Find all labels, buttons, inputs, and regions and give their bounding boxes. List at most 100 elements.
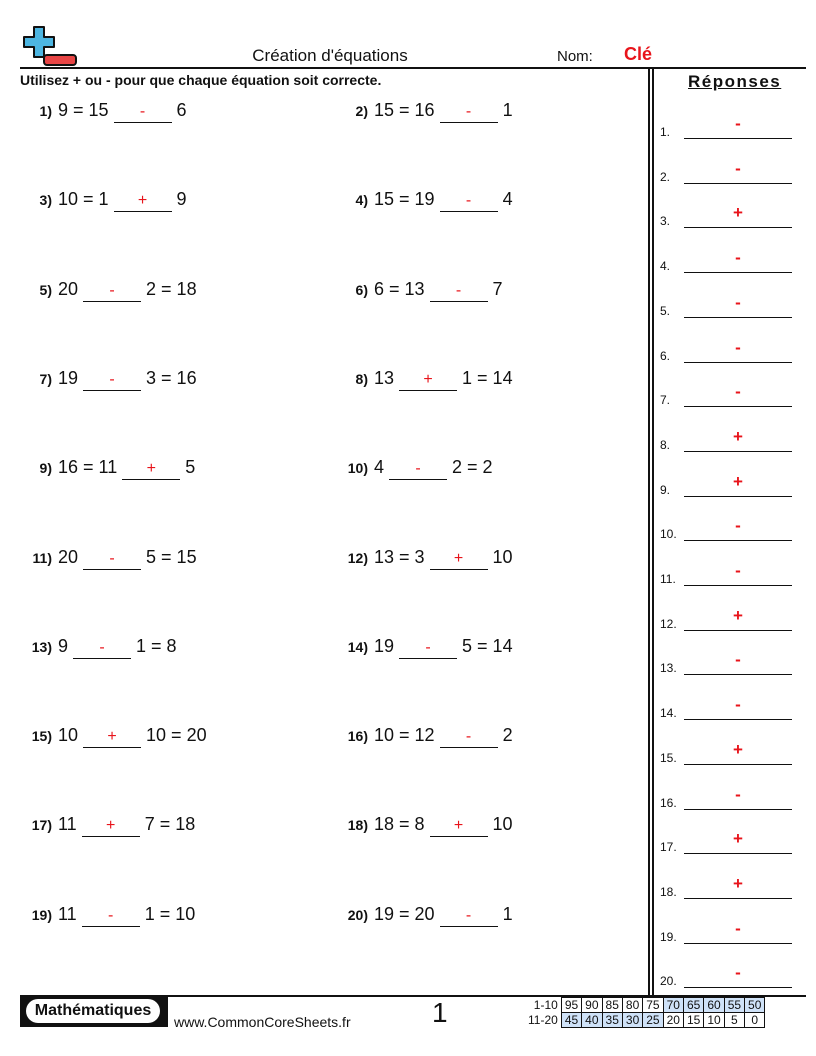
problem-number: 1) [39, 103, 52, 119]
answer-blank[interactable]: + [429, 818, 488, 838]
score-cell: 30 [621, 1012, 644, 1028]
answer-number: 20. [660, 974, 677, 989]
answer-key-item: 6. - [660, 339, 792, 363]
answer-number: 17. [660, 840, 677, 855]
problem-number: 4) [355, 192, 368, 209]
answer-key-item: 19. - [660, 920, 792, 944]
answer-blank[interactable]: - [439, 104, 498, 123]
problem-right: 10 [492, 546, 513, 567]
problem-right: 2 = 18 [146, 278, 197, 299]
problem-number: 6) [355, 281, 368, 298]
answer-key-item: 20. - [660, 964, 792, 989]
problem-left: 19 [58, 367, 79, 388]
answer-blank[interactable]: - [439, 729, 498, 749]
problem-item: 14) 19-5 = 14 [338, 636, 513, 659]
answer-number: 12. [660, 616, 677, 631]
problem-item: 13) 9-1 = 8 [22, 636, 177, 659]
problem-left: 20 [58, 546, 79, 567]
problem-item: 5) 20-2 = 18 [22, 279, 197, 302]
problem-right: 7 [492, 278, 503, 299]
problem-item: 6) 6 = 13-7 [338, 279, 503, 302]
problem-left: 15 = 19 [374, 189, 435, 210]
answer-number: 1. [660, 125, 671, 139]
problem-right: 9 [176, 189, 187, 210]
score-row: 11-20 45 40 35 30 25 20 15 10 5 0 [525, 1012, 766, 1028]
problem-item: 4) 15 = 19-4 [338, 189, 513, 213]
answer-key-item: 2. - [660, 160, 792, 184]
problem-right: 7 = 18 [144, 814, 196, 835]
problem-left: 10 [58, 725, 79, 746]
answer-number: 8. [660, 437, 671, 452]
answer-key-item: 17. + [660, 830, 792, 855]
problem-left: 10 = 1 [58, 189, 109, 210]
answer-blank[interactable]: - [439, 193, 498, 213]
answer-key-item: 3. + [660, 204, 792, 229]
answer-value: + [684, 204, 792, 229]
header-rule [20, 67, 806, 69]
answer-blank[interactable]: - [83, 282, 142, 302]
footer-rule [20, 995, 806, 997]
answers-title: Réponses [688, 72, 782, 91]
answer-value: - [684, 383, 792, 408]
answer-number: 6. [660, 348, 671, 363]
score-cell: 65 [682, 997, 705, 1013]
site-url: www.CommonCoreSheets.fr [174, 1014, 351, 1030]
answer-blank[interactable]: - [81, 907, 140, 927]
answer-blank[interactable]: + [83, 729, 142, 749]
problem-right: 2 = 2 [452, 457, 493, 478]
answer-key-item: 1. - [660, 115, 792, 139]
problem-left: 4 [374, 457, 385, 478]
name-value: Clé [624, 44, 653, 64]
score-cell: 0 [744, 1012, 766, 1028]
answer-value: - [684, 160, 792, 184]
answer-value: + [684, 830, 792, 855]
answer-value: - [684, 786, 792, 810]
answer-blank[interactable]: + [113, 193, 172, 213]
answer-blank[interactable]: - [113, 104, 172, 123]
problem-number: 9) [39, 460, 52, 477]
problem-left: 11 [58, 903, 77, 924]
answer-blank[interactable]: + [399, 371, 458, 391]
problem-item: 15) 10 +10 = 20 [22, 725, 207, 749]
answer-number: 10. [660, 527, 677, 542]
score-cell: 15 [682, 1012, 705, 1028]
answer-blank[interactable]: - [73, 639, 132, 659]
problem-left: 13 [374, 367, 395, 388]
problem-item: 7) 19-3 = 16 [22, 368, 197, 391]
answer-key-item: 15. + [660, 741, 792, 765]
score-cell: 80 [621, 997, 644, 1013]
problem-number: 16) [347, 728, 368, 745]
answer-number: 16. [660, 795, 677, 810]
answer-blank[interactable]: - [399, 639, 458, 659]
answer-blank[interactable]: - [429, 282, 488, 302]
answer-number: 5. [660, 303, 671, 318]
problem-number: 7) [39, 370, 52, 387]
answer-blank[interactable]: + [122, 461, 181, 481]
plus-minus-logo-icon [23, 26, 77, 66]
answer-key-item: 9. + [660, 473, 792, 497]
score-cell: 25 [642, 1012, 664, 1028]
problem-right: 10 [492, 814, 513, 835]
column-divider [648, 68, 654, 996]
answer-blank[interactable]: - [439, 907, 498, 927]
answer-blank[interactable]: + [81, 818, 140, 838]
score-cell: 40 [581, 1012, 603, 1028]
problem-number: 19) [31, 906, 52, 923]
answer-blank[interactable]: - [389, 461, 448, 481]
answer-blank[interactable]: - [83, 550, 142, 570]
problem-item: 18) 18 = 8 +10 [338, 814, 513, 838]
problem-item: 11) 20-5 = 15 [22, 547, 197, 570]
problem-number: 12) [347, 549, 368, 566]
answer-value: + [684, 428, 792, 452]
answer-value: - [684, 651, 792, 676]
problem-item: 20) 19 = 20-1 [338, 904, 513, 927]
problem-number: 10) [347, 460, 368, 477]
answer-number: 2. [660, 169, 671, 184]
score-cell: 5 [723, 1012, 746, 1028]
answer-blank[interactable]: + [429, 550, 488, 570]
answer-number: 14. [660, 706, 677, 721]
problem-number: 3) [39, 192, 52, 209]
answer-value: - [684, 339, 792, 363]
answer-value: + [684, 875, 792, 899]
answer-blank[interactable]: - [83, 371, 142, 391]
